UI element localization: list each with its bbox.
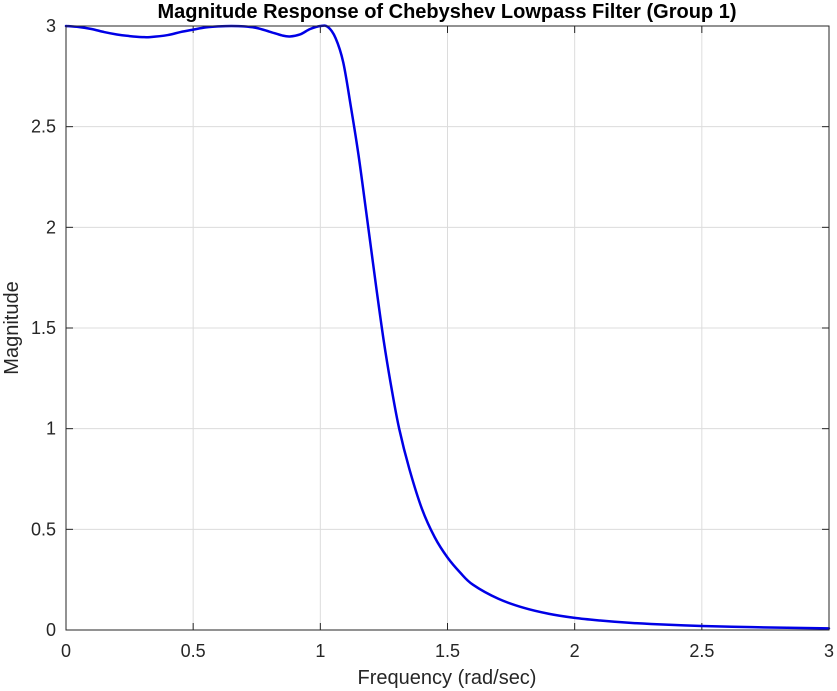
y-axis-label: Magnitude <box>1 281 23 374</box>
x-tick-label: 3 <box>824 641 834 661</box>
y-tick-label: 1.5 <box>31 318 56 338</box>
y-tick-label: 0 <box>46 620 56 640</box>
x-axis-label: Frequency (rad/sec) <box>358 667 537 689</box>
y-tick-label: 3 <box>46 16 56 36</box>
x-tick-label: 1.5 <box>435 641 460 661</box>
x-tick-label: 1 <box>315 641 325 661</box>
chart-title: Magnitude Response of Chebyshev Lowpass … <box>158 1 737 23</box>
x-tick-label: 0 <box>61 641 71 661</box>
x-tick-label: 2 <box>570 641 580 661</box>
y-tick-label: 2.5 <box>31 117 56 137</box>
x-tick-label: 0.5 <box>181 641 206 661</box>
y-tick-label: 2 <box>46 217 56 237</box>
y-tick-labels: 0 0.5 1 1.5 2 2.5 3 <box>31 16 56 640</box>
axes-box <box>65 25 830 631</box>
y-tick-label: 0.5 <box>31 519 56 539</box>
y-tick-label: 1 <box>46 419 56 439</box>
x-tick-labels: 0 0.5 1 1.5 2 2.5 3 <box>61 641 834 661</box>
magnitude-curve <box>64 24 831 630</box>
x-tick-label: 2.5 <box>689 641 714 661</box>
